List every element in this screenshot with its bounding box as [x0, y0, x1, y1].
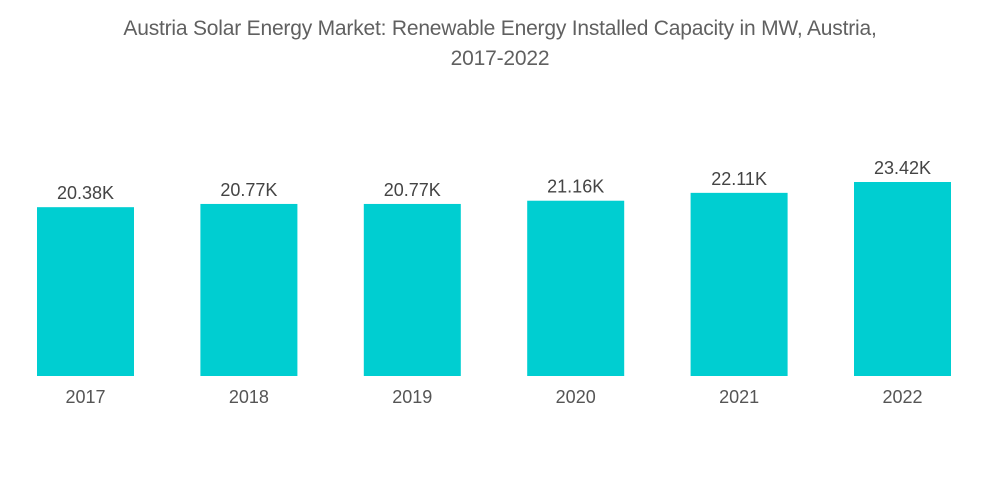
bar-2020: [527, 200, 625, 376]
data-label-2018: 20.77K: [220, 180, 277, 200]
bar-group-2020: 21.16K 2020: [527, 177, 625, 407]
bar-group-2017: 20.38K 2017: [37, 183, 134, 407]
bar-2018: [200, 203, 298, 376]
bar-group-2019: 20.77K 2019: [363, 180, 461, 407]
data-label-2021: 22.11K: [711, 169, 767, 189]
x-tick-label-2020: 2020: [556, 387, 596, 407]
x-tick-label-2019: 2019: [392, 387, 432, 407]
chart-title-line-2: 2017-2022: [450, 47, 550, 70]
x-tick-label-2021: 2021: [719, 387, 759, 407]
data-label-2019: 20.77K: [384, 180, 441, 200]
data-label-2022: 23.42K: [874, 158, 931, 178]
data-label-2020: 21.16K: [547, 177, 604, 197]
x-tick-label-2017: 2017: [65, 387, 105, 407]
bar-2017: [37, 207, 134, 376]
bar-group-2018: 20.77K 2018: [200, 180, 298, 407]
bar-2022: [854, 182, 951, 376]
bar-2021: [690, 192, 788, 376]
data-label-2017: 20.38K: [57, 183, 114, 203]
bar-group-2022: 23.42K 2022: [854, 158, 951, 407]
x-tick-label-2022: 2022: [882, 387, 922, 407]
x-tick-label-2018: 2018: [229, 387, 269, 407]
chart-title: Austria Solar Energy Market: Renewable E…: [0, 14, 1000, 74]
bar-group-2021: 22.11K 2021: [690, 169, 788, 407]
chart-title-line-1: Austria Solar Energy Market: Renewable E…: [123, 17, 877, 40]
bar-2019: [363, 203, 461, 376]
